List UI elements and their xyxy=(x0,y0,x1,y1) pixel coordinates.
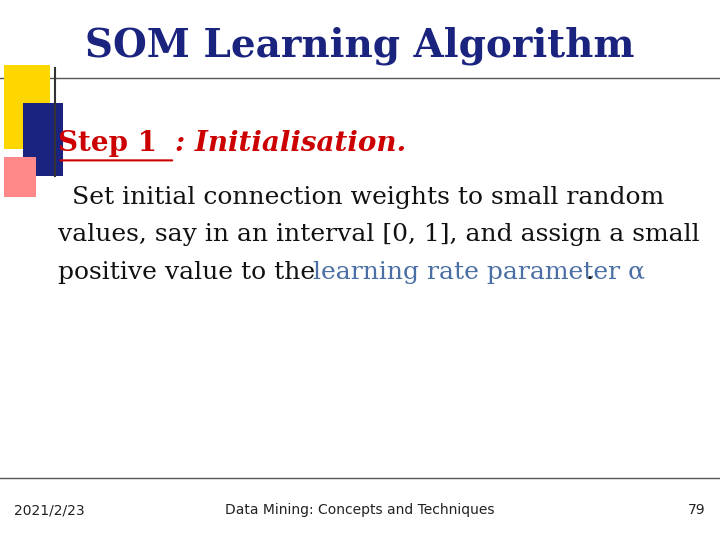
Text: 2021/2/23: 2021/2/23 xyxy=(14,503,85,517)
FancyBboxPatch shape xyxy=(23,103,63,176)
Text: Data Mining: Concepts and Techniques: Data Mining: Concepts and Techniques xyxy=(225,503,495,517)
Text: : Initialisation.: : Initialisation. xyxy=(175,130,406,157)
Text: SOM Learning Algorithm: SOM Learning Algorithm xyxy=(85,26,635,65)
Text: learning rate parameter α: learning rate parameter α xyxy=(313,261,645,284)
Text: values, say in an interval [0, 1], and assign a small: values, say in an interval [0, 1], and a… xyxy=(58,224,699,246)
Text: Step 1: Step 1 xyxy=(58,130,157,157)
FancyBboxPatch shape xyxy=(4,157,36,197)
FancyBboxPatch shape xyxy=(4,65,50,148)
Text: 79: 79 xyxy=(688,503,706,517)
Text: .: . xyxy=(586,261,594,284)
Text: Set initial connection weights to small random: Set initial connection weights to small … xyxy=(72,186,664,208)
Text: positive value to the: positive value to the xyxy=(58,261,323,284)
